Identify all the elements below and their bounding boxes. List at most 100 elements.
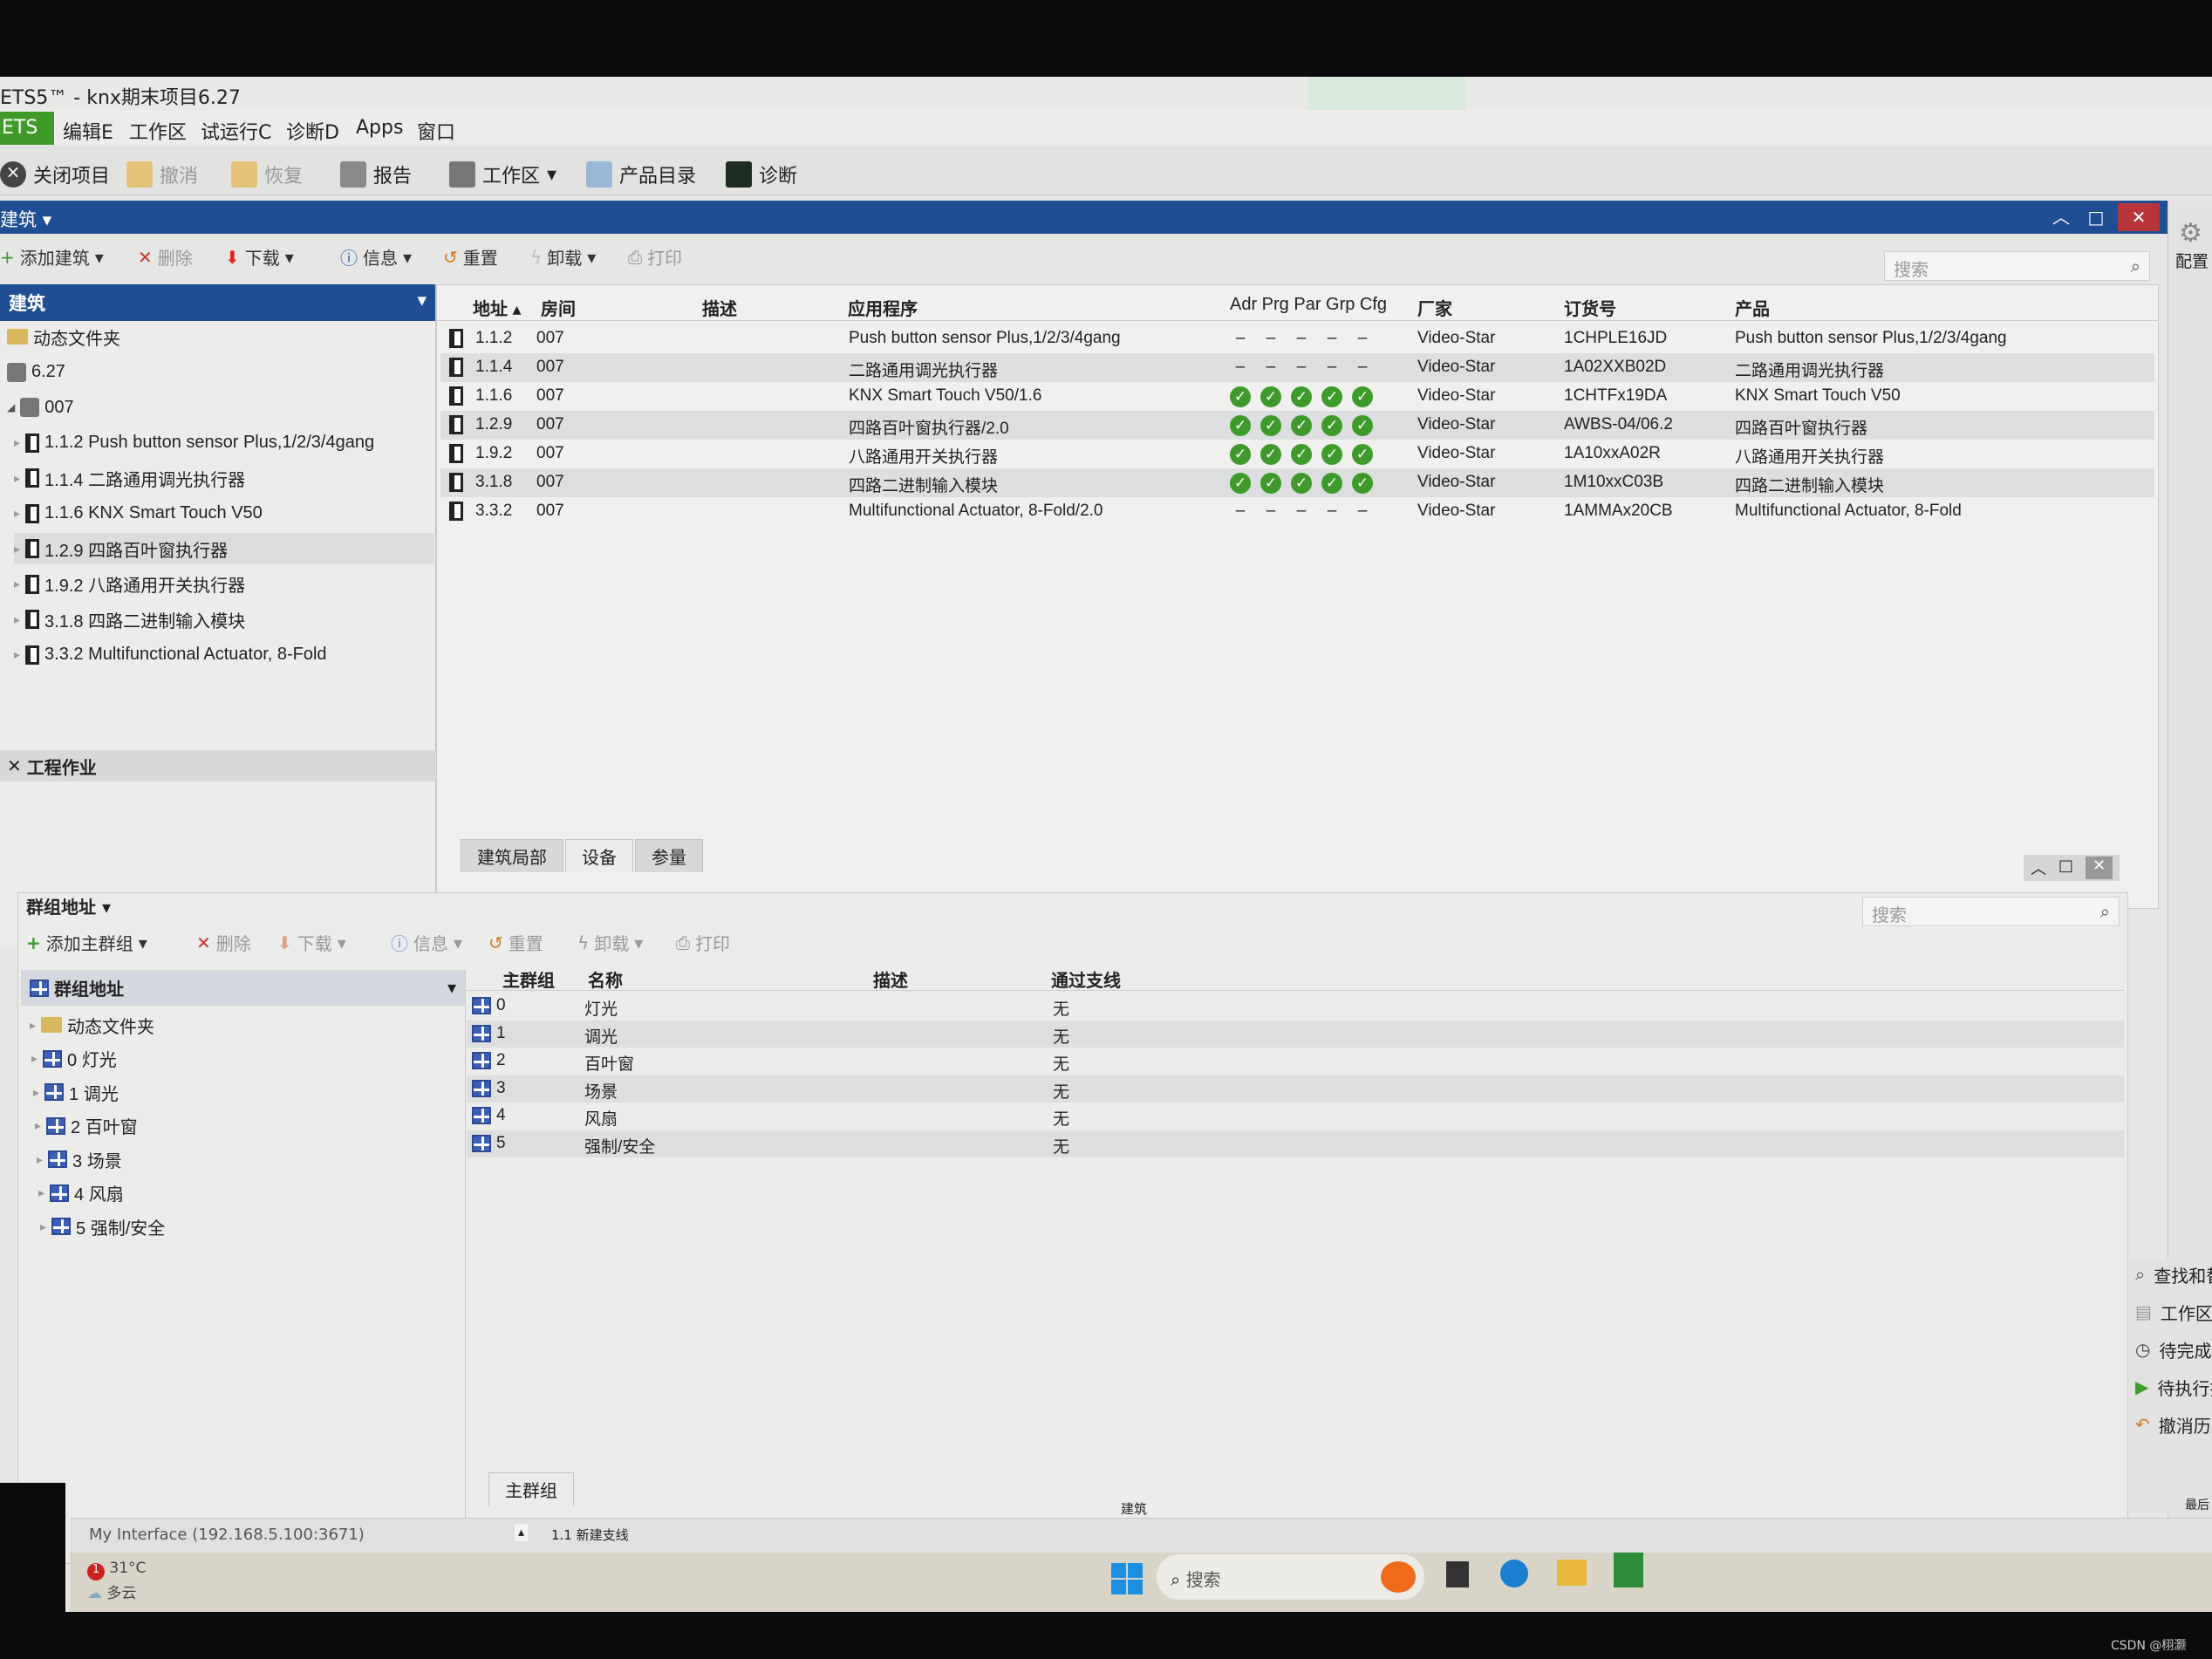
print-button[interactable]: ⎙ 打印 — [628, 244, 682, 270]
collapse-button[interactable]: ︿ — [2052, 207, 2070, 228]
col-status[interactable]: Adr Prg Par Grp Cfg — [1230, 295, 1388, 314]
group-row[interactable]: 2 百叶窗 无 — [467, 1048, 2124, 1075]
col-product[interactable]: 产品 — [1735, 300, 1770, 319]
tab-devices[interactable]: 设备 — [565, 839, 633, 872]
group-row[interactable]: 0 灯光 无 — [467, 993, 2124, 1020]
taskbar-search[interactable]: ⌕ 搜索 — [1157, 1554, 1424, 1600]
add-building-button[interactable]: + 添加建筑 ▾ — [0, 244, 104, 270]
tree-item[interactable]: ▸ 3.3.2 Multifunctional Actuator, 8-Fold — [14, 639, 434, 671]
collapse-icon[interactable]: ◢ — [7, 401, 16, 413]
col-room[interactable]: 房间 — [541, 300, 576, 319]
building-search-input[interactable]: 搜索 ⌕ — [1884, 251, 2150, 281]
group-tree-item[interactable]: ▸ 4 风扇 — [38, 1178, 124, 1208]
report-button[interactable]: 报告 — [340, 160, 412, 188]
download-button[interactable]: ⬇ 下载 ▾ — [225, 244, 294, 270]
collapse-button[interactable]: ︿ — [2031, 860, 2046, 878]
close-button[interactable]: ✕ — [2086, 857, 2113, 879]
expand-icon[interactable]: ▸ — [40, 1219, 47, 1233]
menu-commissioning[interactable]: 试运行C — [201, 122, 272, 144]
expand-icon[interactable]: ▸ — [38, 1185, 45, 1199]
group-row[interactable]: 4 风扇 无 — [467, 1103, 2124, 1130]
print-button[interactable]: ⎙ 打印 — [676, 930, 730, 955]
table-row[interactable]: 1.2.9 007 四路百叶窗执行器/2.0 Video-Star AWBS-04/06… — [440, 411, 2154, 440]
col-pass-through-line[interactable]: 通过支线 — [1051, 972, 1121, 991]
unload-button[interactable]: ϟ 卸载 ▾ — [530, 244, 596, 270]
building-tree-header[interactable]: 建筑 ▾ — [0, 284, 435, 321]
tab-parameters[interactable]: 参量 — [635, 839, 703, 872]
menu-diagnostics[interactable]: 诊断D — [286, 122, 339, 144]
table-row[interactable]: 1.1.6 007 KNX Smart Touch V50/1.6 Video-Sta… — [440, 382, 2154, 411]
expand-icon[interactable]: ▸ — [14, 470, 21, 485]
menu-edit[interactable]: 编辑E — [63, 122, 113, 144]
group-row[interactable]: 3 场景 无 — [467, 1075, 2124, 1103]
group-tree-item[interactable]: ▸ 3 场景 — [37, 1144, 122, 1174]
delete-button[interactable]: ✕ 删除 — [196, 930, 251, 955]
right-panel-item[interactable]: ▶ 待执行操 — [2135, 1371, 2212, 1403]
table-row[interactable]: 1.1.4 007 二路通用调光执行器 Video-Star 1A02XXB02D 二路通… — [440, 353, 2154, 382]
info-button[interactable]: ⓘ 信息 ▾ — [340, 244, 412, 270]
gear-icon[interactable]: ⚙ — [2179, 218, 2202, 249]
expand-icon[interactable]: ▸ — [14, 577, 21, 591]
group-row[interactable]: 1 调光 无 — [467, 1020, 2124, 1048]
undo-button[interactable]: 撤消 — [126, 160, 198, 188]
catalog-button[interactable]: 产品目录 — [586, 160, 696, 188]
close-project-button[interactable]: × 关闭项目 — [0, 160, 110, 188]
table-row[interactable]: 1.9.2 007 八路通用开关执行器 Video-Star 1A10xxA02R 八路通… — [440, 440, 2154, 468]
interface-status[interactable]: My Interface (192.168.5.100:3671) — [89, 1526, 365, 1544]
menu-window[interactable]: 窗口 — [417, 122, 456, 144]
download-button[interactable]: ⬇ 下载 ▾ — [277, 930, 346, 955]
tab-building-part[interactable]: 建筑局部 — [461, 839, 563, 872]
tree-item[interactable]: ▸ 1.1.2 Push button sensor Plus,1/2/3/4ga… — [14, 427, 434, 459]
right-panel-item[interactable]: ⌕ 查找和替 — [2135, 1259, 2212, 1290]
col-application[interactable]: 应用程序 — [848, 300, 918, 319]
delete-button[interactable]: ✕ 删除 — [138, 244, 193, 270]
workspace-button[interactable]: 工作区 ▾ — [449, 160, 556, 188]
line-status[interactable]: 1.1 新建支线 — [551, 1527, 629, 1543]
reset-button[interactable]: ↺ 重置 — [443, 244, 498, 270]
table-row[interactable]: 1.1.2 007 Push button sensor Plus,1/2/3/4g… — [440, 324, 2154, 353]
expand-icon[interactable]: ▸ — [31, 1051, 38, 1065]
group-tree-item[interactable]: ▸ 动态文件夹 — [30, 1010, 154, 1040]
col-name[interactable]: 名称 — [588, 972, 623, 991]
expand-icon[interactable]: ▸ — [35, 1118, 42, 1132]
table-row[interactable]: 3.3.2 007 Multifunctional Actuator, 8-Fold… — [440, 497, 2154, 526]
tree-item[interactable]: ▸ 1.1.6 KNX Smart Touch V50 — [14, 498, 434, 529]
unload-button[interactable]: ϟ 卸载 ▾ — [577, 930, 643, 955]
expand-icon[interactable]: ▸ — [14, 611, 21, 626]
expand-icon[interactable]: ▸ — [14, 506, 21, 520]
col-description[interactable]: 描述 — [873, 972, 908, 991]
group-tree-item[interactable]: ▸ 1 调光 — [33, 1077, 119, 1107]
add-main-group-button[interactable]: + 添加主群组 ▾ — [26, 930, 147, 955]
tree-item[interactable]: ▸ 3.1.8 四路二进制输入模块 — [14, 604, 434, 635]
table-row[interactable]: 3.1.8 007 四路二进制输入模块 Video-Star 1M10xxC03B 四路二… — [440, 468, 2154, 497]
col-main-group[interactable]: 主群组 — [502, 972, 555, 991]
weather-widget[interactable]: 1 31°C ☁ 多云 — [87, 1560, 146, 1602]
col-order-number[interactable]: 订货号 — [1564, 300, 1616, 319]
tree-item[interactable]: ▸ 1.9.2 八路通用开关执行器 — [14, 569, 434, 600]
close-button[interactable]: ✕ — [2118, 203, 2160, 231]
task-view-icon[interactable] — [1446, 1561, 1469, 1587]
diagnostics-button[interactable]: 诊断 — [726, 160, 797, 188]
panel-title[interactable]: 建筑 ▾ — [0, 209, 52, 230]
ets-menu-button[interactable]: ETS — [0, 112, 54, 145]
group-row[interactable]: 5 强制/安全 无 — [467, 1130, 2124, 1157]
reset-button[interactable]: ↺ 重置 — [488, 930, 543, 955]
group-tree-item[interactable]: ▸ 0 灯光 — [31, 1044, 117, 1074]
group-tree-item[interactable]: ▸ 2 百叶窗 — [35, 1111, 138, 1141]
file-explorer-icon[interactable] — [1557, 1560, 1587, 1586]
right-panel-item[interactable]: ◷ 待完成项 — [2135, 1334, 2212, 1365]
scroll-up-button[interactable]: ▴ — [515, 1524, 529, 1541]
expand-icon[interactable]: ▸ — [14, 541, 21, 556]
maximize-button[interactable]: □ — [2058, 857, 2074, 875]
expand-icon[interactable]: ▸ — [33, 1084, 40, 1099]
config-label[interactable]: 配置 — [2175, 252, 2209, 271]
col-address[interactable]: 地址 ▴ — [473, 300, 522, 319]
right-panel-item[interactable]: ▤ 工作区 — [2135, 1296, 2212, 1328]
tree-item[interactable]: ▸ 1.2.9 四路百叶窗执行器 — [14, 533, 434, 564]
tree-item[interactable]: 6.27 — [7, 357, 434, 388]
tab-main-groups[interactable]: 主群组 — [488, 1472, 574, 1505]
group-search-input[interactable]: 搜索 ⌕ — [1862, 897, 2120, 926]
col-manufacturer[interactable]: 厂家 — [1417, 300, 1452, 319]
expand-icon[interactable]: ▸ — [37, 1151, 44, 1166]
expand-icon[interactable]: ▸ — [14, 435, 21, 449]
